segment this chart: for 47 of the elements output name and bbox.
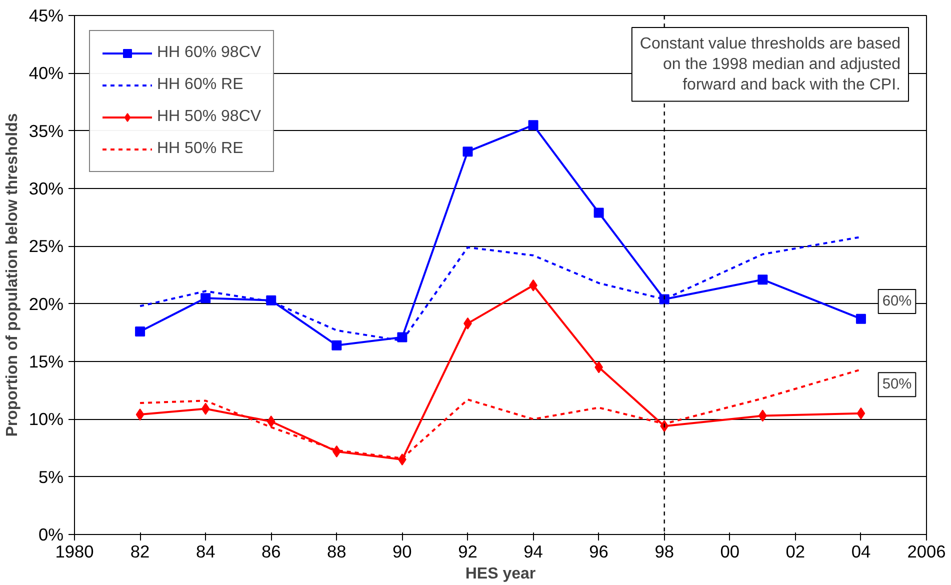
y-tick-label: 25% (28, 236, 64, 256)
x-tick-label: 82 (130, 542, 150, 562)
x-tick-label: 1980 (55, 542, 94, 562)
point (332, 445, 341, 458)
annotation: 60% (882, 294, 912, 310)
x-tick-label: 00 (720, 542, 740, 562)
annotation: Constant value thresholds are based on the 1998 median and adjusted forward and back with the CPI. (640, 36, 901, 94)
x-tick-label: 88 (327, 542, 346, 562)
legend-label: HH 60% RE (157, 76, 244, 94)
x-tick-label: 02 (786, 542, 806, 562)
legend-label: HH 50% RE (157, 140, 244, 158)
point (266, 415, 276, 428)
x-tick-label: 98 (654, 542, 674, 562)
x-tick-label: 86 (261, 542, 281, 562)
point (200, 293, 211, 304)
y-tick-label: 5% (38, 466, 64, 487)
x-tick-label: 84 (196, 542, 216, 562)
point (856, 407, 866, 420)
legend-label: HH 60% 98CV (157, 44, 262, 62)
point (462, 146, 473, 157)
point (136, 408, 144, 421)
annotation: 50% (882, 376, 912, 393)
y-tick-label: 0% (38, 524, 64, 544)
point (758, 410, 767, 422)
point (758, 274, 768, 285)
y-tick-label: 40% (28, 63, 64, 84)
y-tick-label: 35% (28, 120, 64, 141)
point (135, 326, 146, 337)
x-axis-title: HES year (465, 566, 536, 582)
point (201, 402, 210, 415)
y-tick-label: 20% (28, 294, 64, 314)
point (594, 208, 604, 218)
legend-label: HH 50% 98CV (157, 108, 262, 126)
x-tick-label: 92 (458, 542, 478, 562)
y-axis-title: Proportion of population below thresholds (4, 113, 21, 437)
y-tick-label: 10% (28, 409, 64, 430)
y-tick-label: 15% (28, 352, 64, 372)
x-tick-label: 90 (392, 542, 412, 562)
point (332, 340, 342, 350)
point (856, 314, 866, 324)
x-tick-label: 04 (851, 542, 871, 562)
point (528, 120, 538, 130)
x-tick-label: 2006 (907, 542, 946, 562)
x-tick-label: 94 (524, 542, 544, 562)
y-tick-label: 45% (28, 6, 64, 26)
y-tick-label: 30% (28, 178, 64, 198)
x-tick-label: 96 (589, 542, 608, 562)
